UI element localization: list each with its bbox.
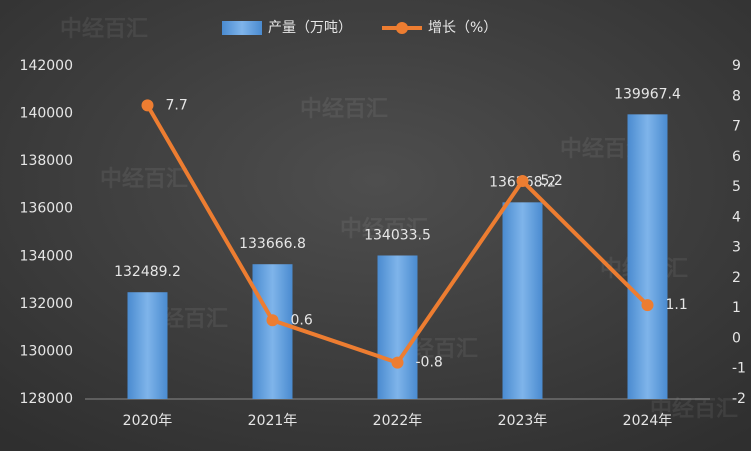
- y2-tick-label: 9: [732, 58, 741, 74]
- bar-value-label: 133666.8: [239, 236, 306, 252]
- bar-value-label: 134033.5: [364, 227, 431, 243]
- bar: [627, 114, 668, 400]
- line-point: [141, 99, 154, 112]
- y2-tick-label: 6: [732, 149, 741, 165]
- y-tick-label: 128000: [20, 391, 73, 407]
- line-value-label: -0.8: [416, 355, 443, 371]
- y-tick-label: 136000: [20, 201, 73, 217]
- y-tick-label: 130000: [20, 343, 73, 359]
- y2-tick-label: 3: [732, 240, 741, 256]
- y-tick-label: 138000: [20, 153, 73, 169]
- line-value-label: 0.6: [291, 312, 313, 328]
- line-value-label: 1.1: [666, 297, 688, 313]
- x-tick-label: 2022年: [373, 413, 423, 429]
- line-point: [391, 356, 404, 369]
- watermark: 中经百汇: [300, 96, 388, 122]
- watermark: 中经百汇: [60, 16, 148, 42]
- bar: [377, 255, 418, 399]
- y2-tick-label: -1: [732, 361, 746, 377]
- y2-tick-label: 0: [732, 330, 741, 346]
- x-tick-label: 2021年: [248, 413, 298, 429]
- y2-tick-label: 1: [732, 300, 741, 316]
- bar: [127, 292, 168, 399]
- bar-value-label: 139967.4: [614, 86, 681, 102]
- y2-tick-label: 4: [732, 209, 741, 225]
- legend-swatch: [222, 21, 262, 35]
- line-point: [641, 299, 654, 312]
- x-tick-label: 2024年: [623, 413, 673, 429]
- bar-value-label: 132489.2: [114, 264, 181, 280]
- watermark: 中经百汇: [100, 166, 188, 192]
- y-tick-label: 142000: [20, 58, 73, 74]
- legend-label: 产量（万吨）: [268, 20, 352, 36]
- y-tick-label: 132000: [20, 296, 73, 312]
- legend-label: 增长（%）: [428, 20, 497, 36]
- y-tick-label: 140000: [20, 106, 73, 122]
- y2-tick-label: 2: [732, 270, 741, 286]
- y2-tick-label: 8: [732, 88, 741, 104]
- watermark: 中经百汇: [340, 216, 428, 242]
- line-point: [516, 175, 529, 188]
- y2-tick-label: -2: [732, 391, 746, 407]
- y2-tick-label: 5: [732, 179, 741, 195]
- y-tick-label: 134000: [20, 248, 73, 264]
- y2-tick-label: 7: [732, 119, 741, 135]
- legend-swatch: [396, 22, 408, 34]
- watermark: 中经百汇: [650, 396, 738, 422]
- x-tick-label: 2020年: [123, 413, 173, 429]
- bar: [502, 202, 543, 399]
- x-tick-label: 2023年: [498, 413, 548, 429]
- line-point: [266, 314, 279, 327]
- line-value-label: 7.7: [166, 97, 188, 113]
- line-value-label: 5.2: [541, 173, 563, 189]
- bar: [252, 264, 293, 399]
